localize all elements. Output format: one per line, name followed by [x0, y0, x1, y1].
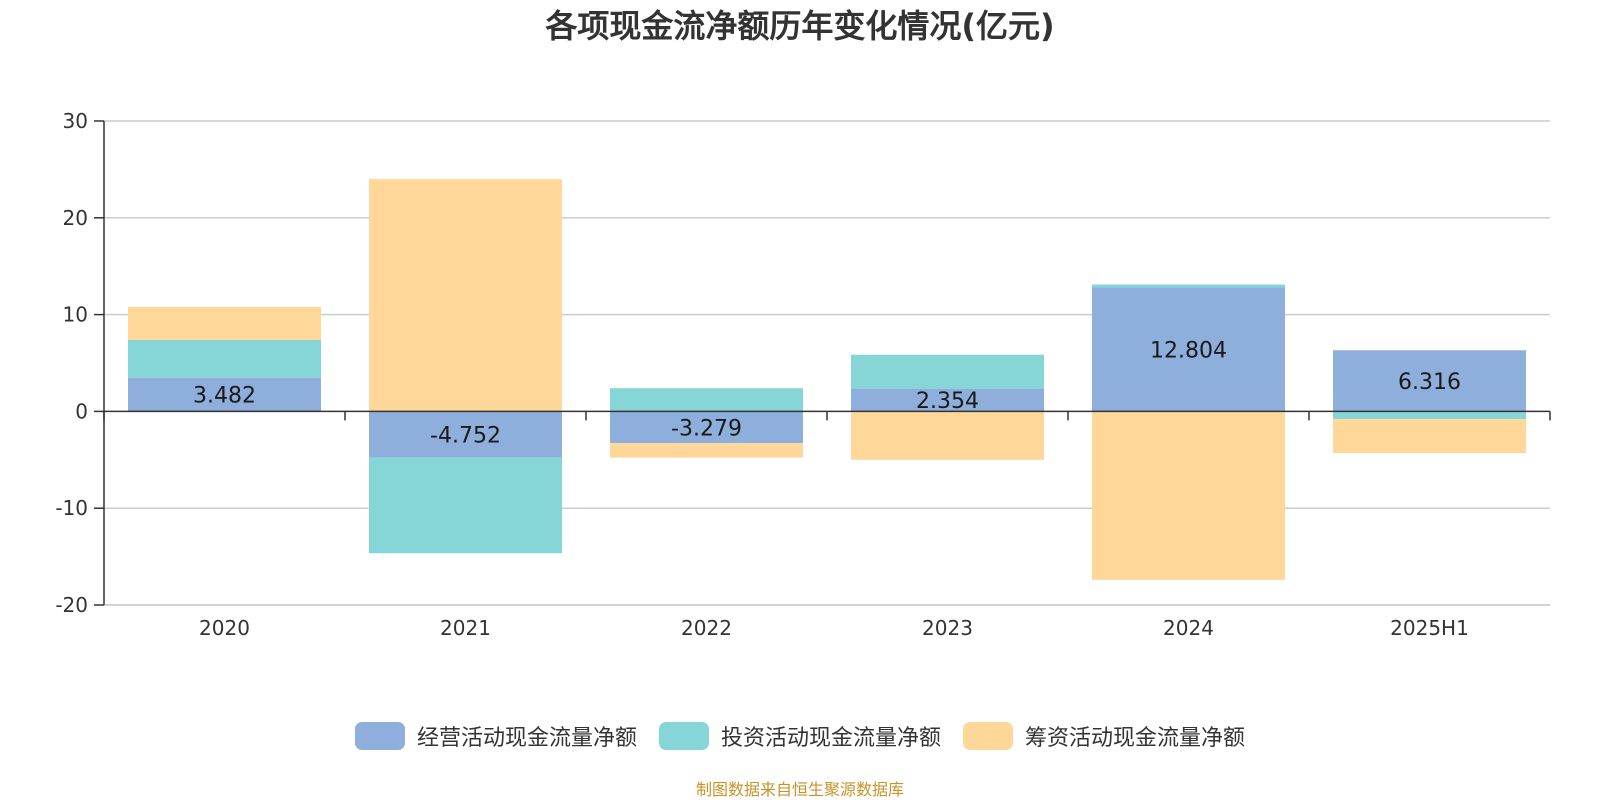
bar-2022-series-1	[610, 388, 803, 412]
x-tick-label: 2020	[199, 616, 250, 640]
legend-swatch	[963, 722, 1013, 750]
bar-2021-series-2	[369, 179, 562, 412]
bar-2023-series-1	[851, 354, 1044, 389]
legend-label: 投资活动现金流量净额	[720, 726, 941, 751]
y-tick-label: -10	[55, 496, 88, 520]
bar-2024-series-1	[1092, 284, 1285, 288]
bar-data-label: 6.316	[1398, 370, 1461, 395]
bar-2021-series-1	[369, 457, 562, 554]
legend-item[interactable]: 筹资活动现金流量净额	[963, 720, 1245, 752]
legend-swatch	[658, 722, 709, 750]
bar-2024-series-2	[1092, 411, 1285, 580]
bar-data-label: -4.752	[430, 423, 501, 448]
legend-item[interactable]: 投资活动现金流量净额	[658, 720, 941, 752]
y-tick-label: 10	[63, 303, 88, 327]
legend-item[interactable]: 经营活动现金流量净额	[354, 720, 637, 752]
x-tick-label: 2023	[922, 616, 973, 640]
bar-2025H1-series-0	[1333, 350, 1526, 412]
bar-2022-series-2	[610, 443, 803, 458]
bar-2023-series-2	[851, 411, 1044, 460]
x-tick-label: 2021	[440, 616, 491, 640]
x-tick-label: 2022	[681, 616, 732, 640]
chart-legend: 经营活动现金流量净额 投资活动现金流量净额 筹资活动现金流量净额	[0, 716, 1600, 756]
bar-2025H1-series-2	[1333, 419, 1526, 454]
bar-2025H1-series-1	[1333, 411, 1526, 420]
y-tick-label: 30	[63, 109, 88, 133]
y-tick-label: 20	[63, 206, 88, 230]
legend-label: 经营活动现金流量净额	[416, 726, 637, 751]
bar-2020-series-0	[128, 377, 321, 412]
bar-2023-series-0	[851, 388, 1044, 412]
x-tick-label: 2025H1	[1390, 616, 1469, 640]
bar-data-label: 12.804	[1150, 338, 1227, 363]
y-tick-label: 0	[75, 399, 88, 423]
bar-data-label: -3.279	[671, 416, 742, 441]
bar-2022-series-0	[610, 411, 803, 444]
bar-2021-series-0	[369, 411, 562, 458]
y-tick-label: -20	[55, 593, 88, 617]
legend-swatch	[354, 722, 405, 750]
chart-title: 各项现金流净额历年变化情况(亿元)	[545, 7, 1055, 45]
bar-2024-series-0	[1092, 287, 1285, 412]
legend-label: 筹资活动现金流量净额	[1025, 726, 1246, 751]
bar-2020-series-2	[128, 307, 321, 340]
source-note: 制图数据来自恒生聚源数据库	[695, 780, 904, 799]
x-tick-label: 2024	[1163, 616, 1214, 640]
bar-data-label: 3.482	[193, 384, 256, 409]
bar-data-label: 2.354	[916, 389, 979, 414]
bar-2020-series-1	[128, 339, 321, 378]
